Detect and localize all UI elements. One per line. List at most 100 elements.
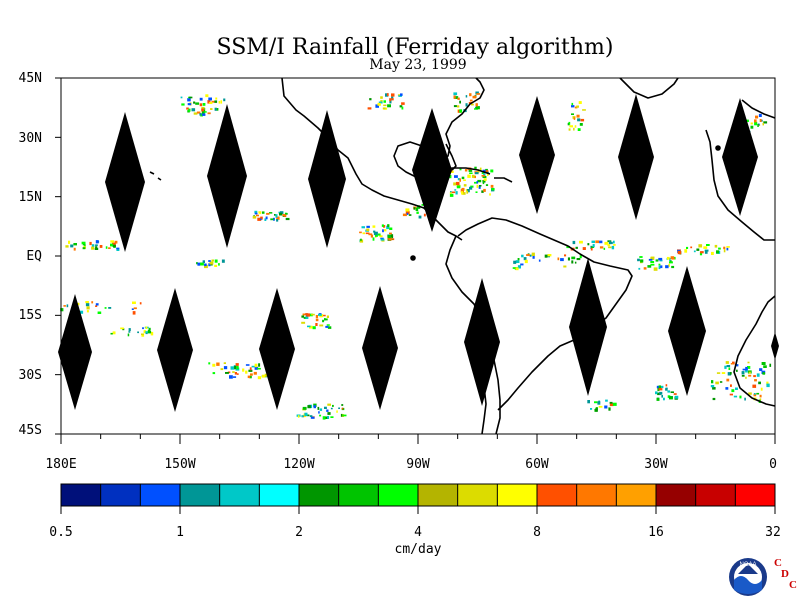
rain-pixel [482,169,486,172]
rain-pixel [379,235,383,238]
rain-pixel [465,103,468,107]
rain-pixel [471,103,474,106]
rain-pixel [605,399,608,402]
lat-label: 30N [19,131,42,146]
rain-pixel [264,218,267,221]
rain-pixel [193,112,198,115]
rain-pixel [81,241,86,245]
rain-pixel [459,109,463,113]
rain-pixel [603,247,606,250]
rain-pixel [725,387,729,390]
rain-pixel [193,101,196,104]
rain-pixel [247,375,251,379]
rain-pixel [211,100,215,103]
rain-pixel [571,102,574,106]
rain-pixel [85,301,89,304]
rain-pixel [391,98,394,101]
lon-label: 120W [283,457,314,472]
rain-pixel [453,182,457,186]
rain-pixel [515,260,520,263]
rain-pixel [313,405,316,409]
rain-pixel [454,175,458,178]
rain-pixel [483,188,486,192]
rain-pixel [327,416,330,419]
rain-pixel [650,261,655,264]
rain-pixel [312,326,316,330]
rain-pixel [474,108,478,110]
rain-pixel [385,93,389,97]
rain-pixel [759,119,762,122]
rain-pixel [310,313,315,316]
rain-pixel [258,363,261,367]
rain-pixel [674,395,679,399]
rain-pixel [202,103,206,106]
rain-pixel [248,369,253,372]
rain-pixel [108,307,112,309]
rain-pixel [242,368,245,372]
rain-pixel [475,103,478,107]
rain-pixel [326,409,329,412]
colorbar-tick-label: 16 [648,525,664,540]
rain-pixel [712,387,716,390]
rain-pixel [199,103,203,107]
rain-pixel [366,228,370,232]
rain-pixel [730,384,732,387]
rain-pixel [368,233,373,236]
rain-pixel [257,376,262,380]
figure-date: May 23, 1999 [369,57,466,73]
rain-pixel [221,259,225,263]
rain-pixel [461,192,466,195]
rain-pixel [453,95,456,99]
rain-pixel [341,407,344,410]
swath-gap [207,104,247,248]
rain-pixel [382,229,384,233]
rain-pixel [574,125,577,128]
rain-pixel [315,323,318,326]
rain-pixel [667,390,671,393]
rain-pixel [671,257,675,260]
rain-pixel [457,105,460,108]
swath-gap [105,112,145,252]
rain-pixel [282,214,287,217]
rain-pixel [571,105,575,108]
rain-pixel [359,231,362,234]
rain-pixel [592,244,595,248]
rain-pixel [599,240,603,244]
rain-pixel [377,233,381,236]
rain-pixel [133,307,137,310]
rain-pixel [116,247,120,250]
rain-pixel [658,257,663,261]
rain-pixel [568,128,571,131]
rain-pixel [401,102,405,105]
rain-pixel [669,257,671,261]
rain-pixel [459,168,462,171]
rain-pixel [569,125,573,128]
rain-pixel [95,303,99,306]
rain-pixel [104,307,107,309]
rain-pixel [665,265,669,269]
rain-pixel [714,244,718,248]
rain-pixel [319,408,323,411]
rain-pixel [608,246,612,249]
rain-pixel [114,240,118,244]
rain-pixel [105,246,108,249]
rain-pixel [454,96,459,99]
rain-pixel [227,371,231,374]
rain-pixel [481,190,484,193]
rain-pixel [655,259,659,262]
rain-pixel [608,407,611,411]
colorbar [60,483,776,514]
rain-pixel [449,193,454,197]
rain-pixel [276,219,279,222]
colorbar-swatch [259,484,300,506]
rain-pixel [375,234,378,237]
rain-pixel [275,214,278,218]
rain-pixel [590,408,593,410]
rain-pixel [477,179,482,183]
rain-pixel [571,256,576,260]
rain-pixel [204,111,207,113]
rain-pixel [366,225,370,228]
rain-pixel [305,315,309,319]
rain-pixel [423,213,426,217]
rain-pixel [456,181,460,186]
